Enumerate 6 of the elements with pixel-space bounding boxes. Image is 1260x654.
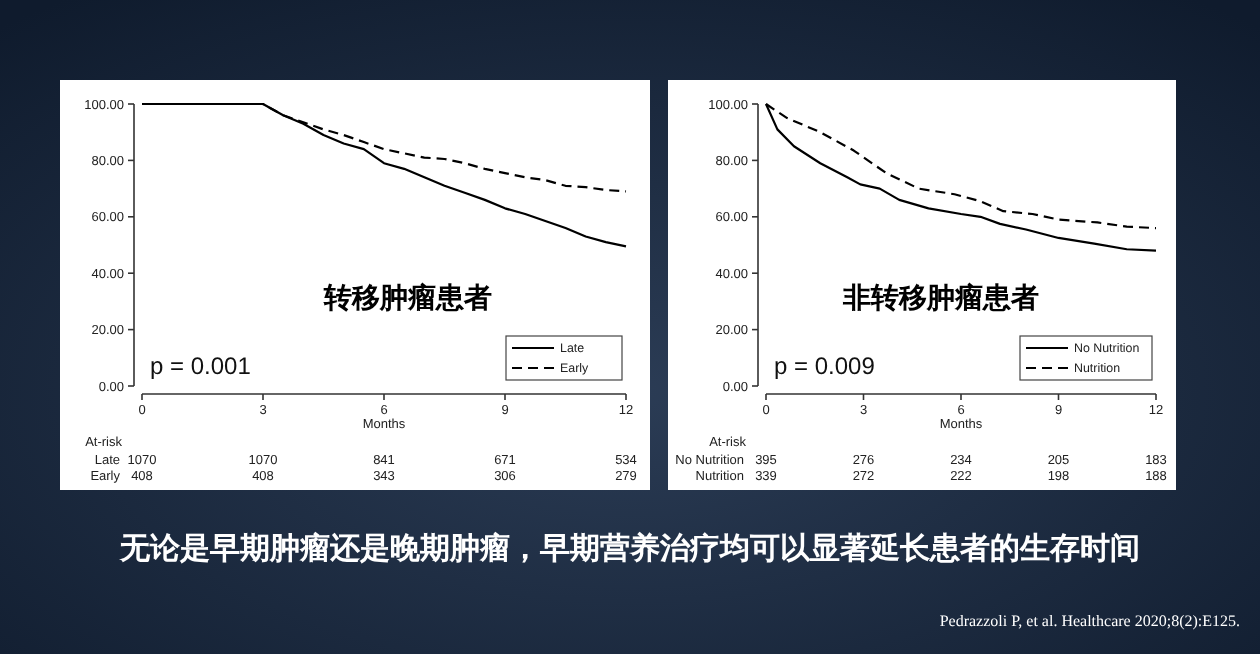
annotation: 转移肿瘤患者: [322, 281, 492, 314]
text: Pedrazzoli P, et al. Healthcare 2020;8(2):E125.: [939, 612, 1240, 630]
text: 无论是早期肿瘤还是晚期肿瘤，早期营养治疗均可以显著延长患者的生存时间: [118, 530, 1140, 566]
annotation: 非转移肿瘤患者: [841, 281, 1039, 314]
annotation: p = 0.009: [774, 352, 876, 380]
annotation: p = 0.001: [150, 352, 252, 380]
